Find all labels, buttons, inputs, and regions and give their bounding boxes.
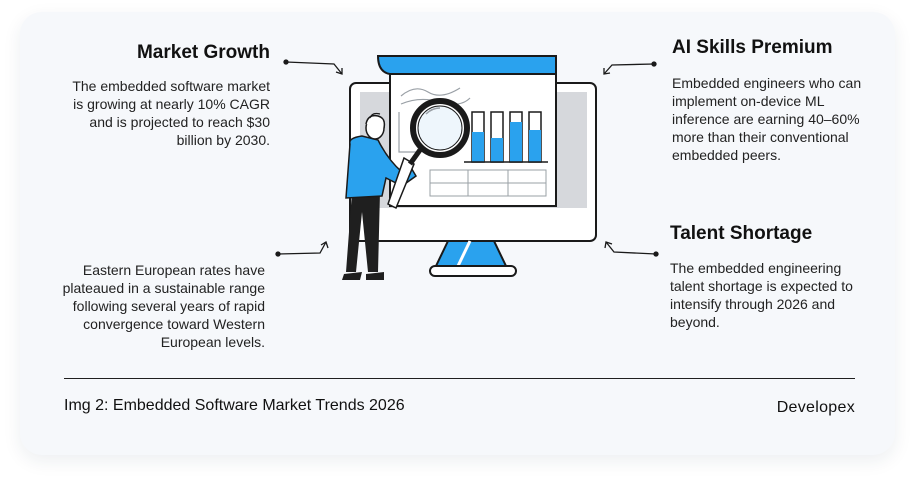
- arrow-icon: [283, 59, 343, 75]
- arrow-icon: [604, 241, 659, 257]
- ai-skills-block: AI Skills Premium Embedded engineers who…: [672, 37, 872, 164]
- figure-caption: Img 2: Embedded Software Market Trends 2…: [64, 397, 405, 414]
- brand-logo: Developex: [776, 399, 855, 416]
- ai-skills-title: AI Skills Premium: [672, 37, 833, 58]
- talent-shortage-title: Talent Shortage: [670, 223, 813, 244]
- arrow-icon: [603, 61, 657, 75]
- bar-chart-icon: [464, 111, 548, 163]
- market-growth-text: The embedded software market is growing …: [72, 78, 270, 148]
- footer-divider: [64, 378, 855, 379]
- eastern-europe-text: Eastern European rates have plateaued in…: [62, 262, 265, 350]
- market-growth-block: Market Growth The embedded software mark…: [60, 42, 270, 149]
- arrow-icon: [275, 241, 329, 257]
- market-growth-title: Market Growth: [136, 42, 270, 63]
- magnifier-icon: [387, 98, 470, 210]
- talent-shortage-block: Talent Shortage The embedded engineering…: [670, 223, 875, 331]
- talent-shortage-text: The embedded engineering talent shortage…: [670, 260, 853, 330]
- ai-skills-text: Embedded engineers who can implement on-…: [672, 75, 862, 163]
- eastern-europe-block: Eastern European rates have plateaued in…: [60, 261, 265, 351]
